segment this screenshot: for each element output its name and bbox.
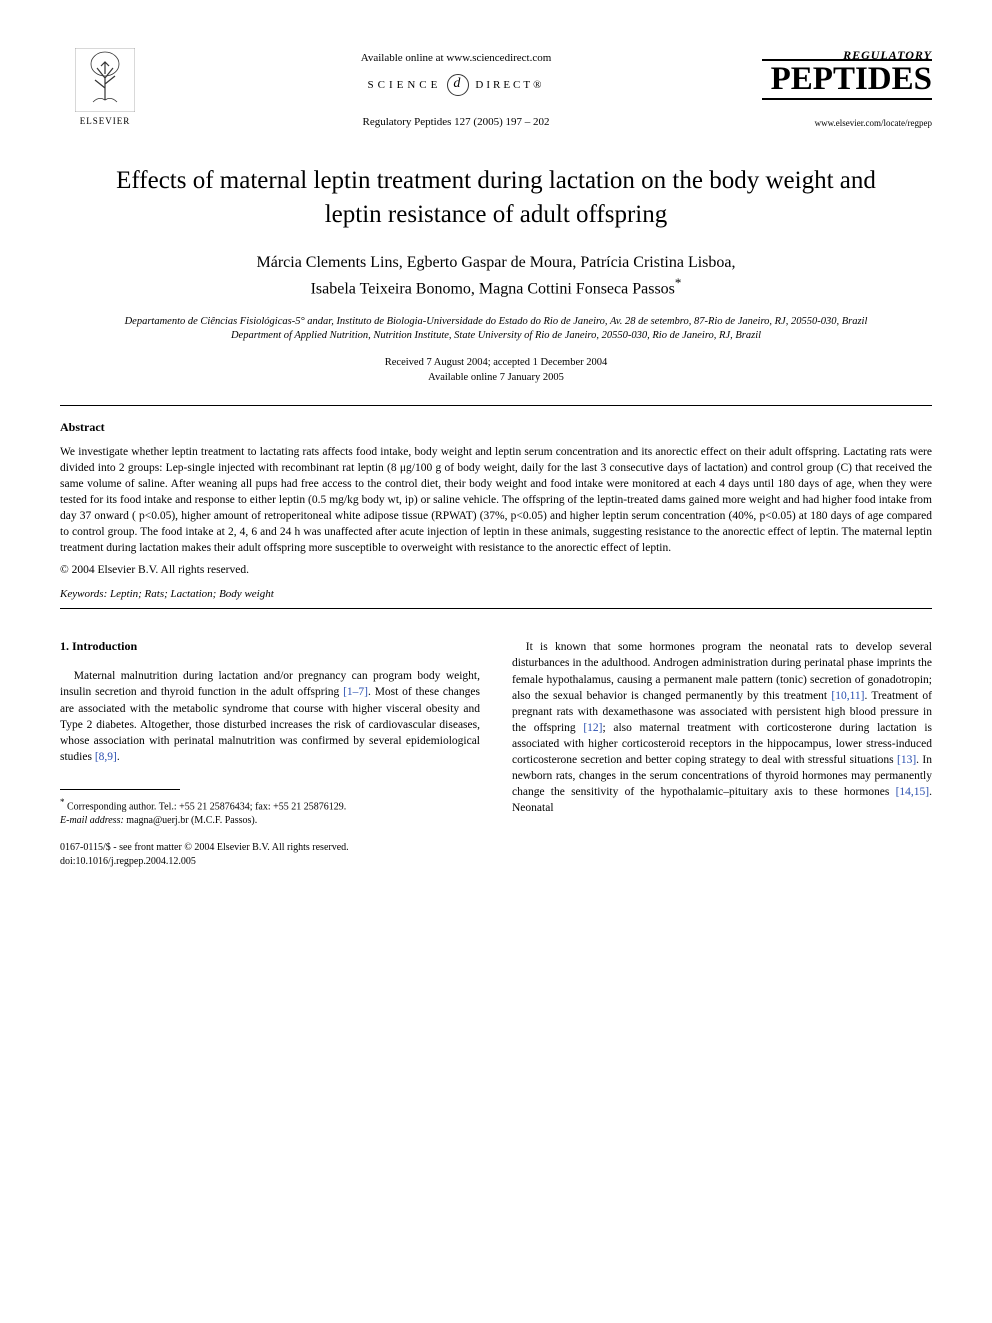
keywords-line: Keywords: Leptin; Rats; Lactation; Body … bbox=[60, 588, 932, 600]
authors-block: Márcia Clements Lins, Egberto Gaspar de … bbox=[60, 252, 932, 301]
keywords-label: Keywords: bbox=[60, 588, 107, 600]
affiliation-2: Department of Applied Nutrition, Nutriti… bbox=[90, 329, 902, 344]
header-center: Available online at www.sciencedirect.co… bbox=[150, 48, 762, 128]
ref-link-10-11[interactable]: [10,11] bbox=[831, 690, 864, 702]
abstract-heading: Abstract bbox=[60, 420, 932, 435]
sd-right-text: DIRECT® bbox=[475, 79, 544, 91]
ref-link-14-15[interactable]: [14,15] bbox=[896, 786, 930, 798]
journal-reference: Regulatory Peptides 127 (2005) 197 – 202 bbox=[150, 116, 762, 128]
ref-link-12[interactable]: [12] bbox=[583, 722, 602, 734]
email-footnote: E-mail address: magna@uerj.br (M.C.F. Pa… bbox=[60, 814, 480, 828]
journal-peptides-text: PEPTIDES bbox=[762, 59, 932, 100]
email-label: E-mail address: bbox=[60, 815, 124, 826]
corr-author-text: Corresponding author. Tel.: +55 21 25876… bbox=[65, 801, 347, 812]
affiliation-1: Departamento de Ciências Fisiológicas-5°… bbox=[90, 315, 902, 330]
article-title: Effects of maternal leptin treatment dur… bbox=[100, 164, 892, 232]
intro-heading: 1. Introduction bbox=[60, 639, 480, 654]
abstract-body: We investigate whether leptin treatment … bbox=[60, 445, 932, 556]
ref-link-8-9[interactable]: [8,9] bbox=[95, 751, 117, 763]
right-column: It is known that some hormones program t… bbox=[512, 639, 932, 868]
intro-para1: Maternal malnutrition during lactation a… bbox=[60, 668, 480, 765]
journal-url: www.elsevier.com/locate/regpep bbox=[762, 118, 932, 128]
page-header: ELSEVIER Available online at www.science… bbox=[60, 48, 932, 128]
corresponding-author-footnote: * Corresponding author. Tel.: +55 21 258… bbox=[60, 796, 480, 814]
rule-above-abstract bbox=[60, 405, 932, 406]
publisher-name: ELSEVIER bbox=[80, 116, 131, 126]
keywords-values: Leptin; Rats; Lactation; Body weight bbox=[107, 588, 274, 600]
publisher-logo: ELSEVIER bbox=[60, 48, 150, 126]
sd-left-text: SCIENCE bbox=[368, 79, 442, 91]
journal-logo-block: REGULATORY PEPTIDES www.elsevier.com/loc… bbox=[762, 48, 932, 128]
rule-below-abstract bbox=[60, 608, 932, 609]
intro-p1-post: . bbox=[117, 751, 120, 763]
footnote-separator bbox=[60, 789, 180, 790]
abstract-copyright: © 2004 Elsevier B.V. All rights reserved… bbox=[60, 564, 932, 576]
body-columns: 1. Introduction Maternal malnutrition du… bbox=[60, 639, 932, 868]
sd-circle-icon bbox=[447, 74, 469, 96]
available-online-text: Available online at www.sciencedirect.co… bbox=[150, 52, 762, 64]
authors-line2: Isabela Teixeira Bonomo, Magna Cottini F… bbox=[311, 280, 675, 297]
affiliations: Departamento de Ciências Fisiológicas-5°… bbox=[90, 315, 902, 344]
abstract-text: We investigate whether leptin treatment … bbox=[60, 446, 932, 553]
email-value: magna@uerj.br (M.C.F. Passos). bbox=[124, 815, 257, 826]
intro-para2: It is known that some hormones program t… bbox=[512, 639, 932, 816]
ref-link-13[interactable]: [13] bbox=[897, 754, 916, 766]
ref-link-1-7[interactable]: [1–7] bbox=[343, 686, 368, 698]
dates-received-accepted: Received 7 August 2004; accepted 1 Decem… bbox=[60, 356, 932, 371]
left-column: 1. Introduction Maternal malnutrition du… bbox=[60, 639, 480, 868]
elsevier-tree-icon bbox=[75, 48, 135, 112]
article-dates: Received 7 August 2004; accepted 1 Decem… bbox=[60, 356, 932, 385]
issn-line: 0167-0115/$ - see front matter © 2004 El… bbox=[60, 841, 480, 855]
authors-line1: Márcia Clements Lins, Egberto Gaspar de … bbox=[257, 254, 736, 271]
doi-line: doi:10.1016/j.regpep.2004.12.005 bbox=[60, 855, 480, 869]
dates-available-online: Available online 7 January 2005 bbox=[60, 371, 932, 386]
sciencedirect-logo: SCIENCE DIRECT® bbox=[368, 74, 545, 96]
corresponding-mark: * bbox=[675, 275, 682, 290]
